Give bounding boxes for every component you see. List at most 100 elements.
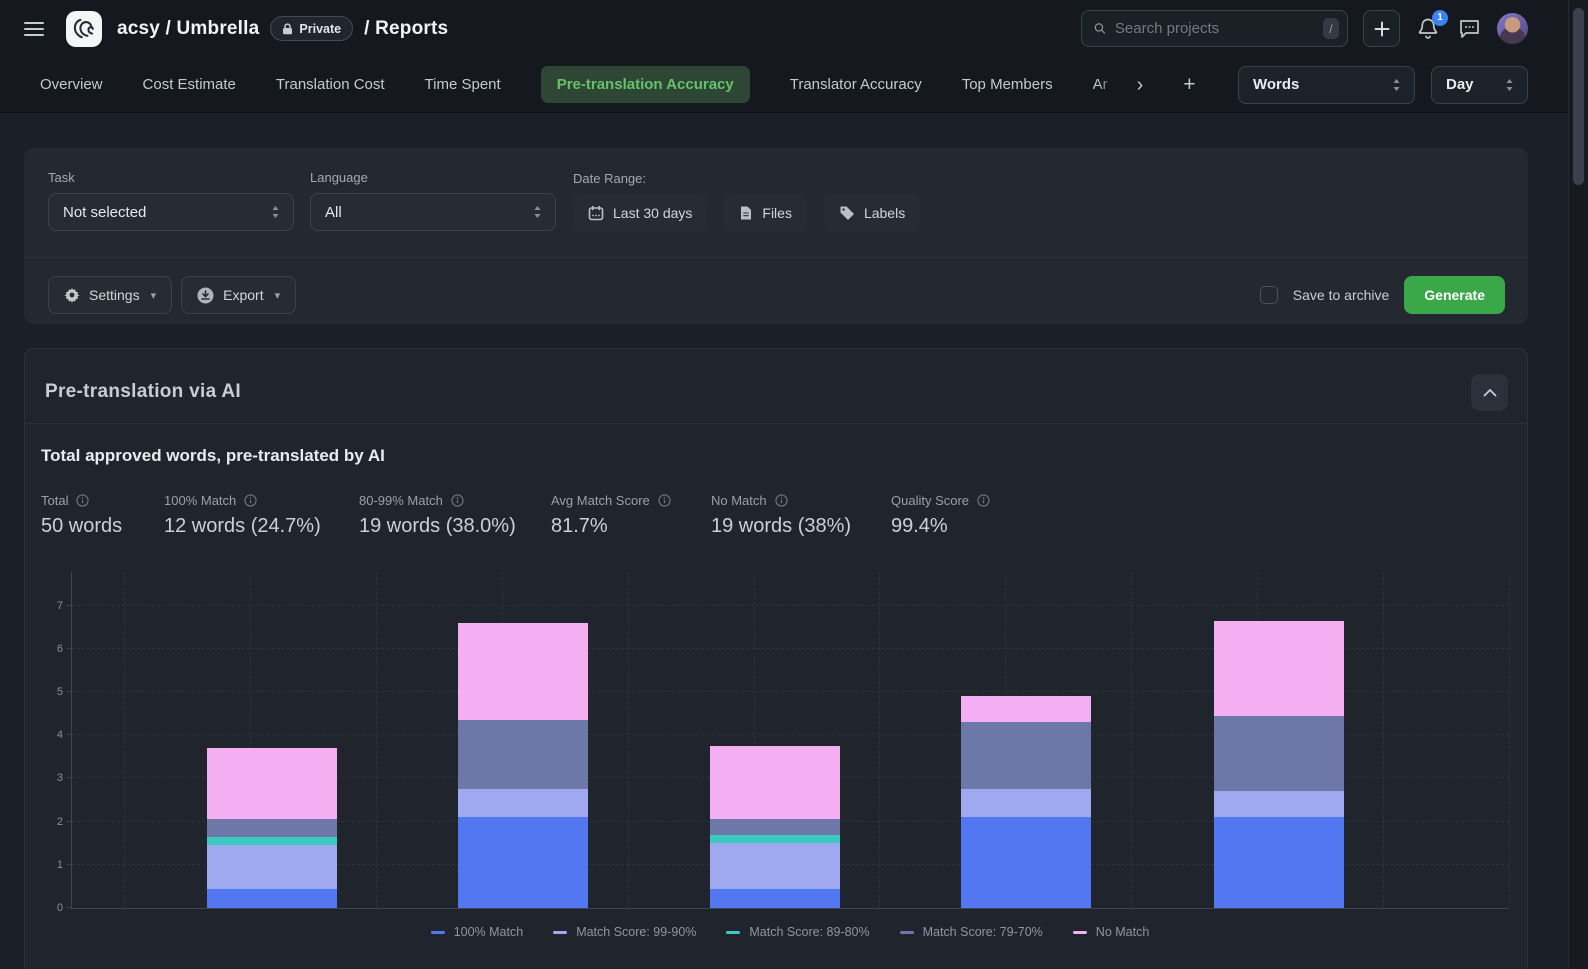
language-filter-select[interactable]: All xyxy=(310,193,556,231)
stat-quality-score: Quality Score 99.4% xyxy=(891,493,990,538)
bar-segment xyxy=(710,835,840,844)
messages-button[interactable] xyxy=(1456,16,1482,42)
tab-truncated[interactable]: Ar xyxy=(1093,76,1117,93)
unit-select[interactable]: Words xyxy=(1238,66,1415,104)
y-axis-tick xyxy=(67,648,72,649)
bar-group xyxy=(458,623,588,908)
task-filter-select[interactable]: Not selected xyxy=(48,193,294,231)
bar-segment xyxy=(1214,621,1344,716)
tab-translator-accuracy[interactable]: Translator Accuracy xyxy=(790,76,922,93)
tab-cost-estimate[interactable]: Cost Estimate xyxy=(143,76,236,93)
tag-icon xyxy=(839,205,855,221)
app-logo[interactable] xyxy=(66,11,102,47)
add-report-tab-button[interactable]: + xyxy=(1183,73,1195,97)
export-dropdown-button[interactable]: Export ▾ xyxy=(181,276,296,314)
breadcrumb-project[interactable]: acsy / Umbrella xyxy=(117,18,259,40)
tab-translation-cost[interactable]: Translation Cost xyxy=(276,76,385,93)
bar-segment xyxy=(961,789,1091,817)
calendar-icon xyxy=(588,205,604,221)
generate-button[interactable]: Generate xyxy=(1404,276,1505,314)
bar-segment xyxy=(207,819,337,836)
search-icon xyxy=(1094,20,1106,37)
y-axis-tick xyxy=(67,864,72,865)
info-icon[interactable] xyxy=(451,494,464,507)
user-avatar[interactable] xyxy=(1497,13,1528,44)
date-range-button[interactable]: Last 30 days xyxy=(573,194,707,232)
unit-select-value: Words xyxy=(1253,76,1299,93)
gridline-vertical xyxy=(879,572,880,908)
stat-label: 80-99% Match xyxy=(359,493,443,508)
y-axis-tick-label: 3 xyxy=(57,772,63,784)
y-axis-tick-label: 7 xyxy=(57,600,63,612)
stat-value: 99.4% xyxy=(891,515,990,538)
legend-item[interactable]: Match Score: 79-70% xyxy=(900,925,1043,939)
bar-segment xyxy=(961,722,1091,789)
chevron-up-icon xyxy=(1483,388,1497,397)
language-filter-label: Language xyxy=(310,170,556,185)
stat-total: Total 50 words xyxy=(41,493,122,538)
y-axis-tick xyxy=(67,777,72,778)
stat-label: Total xyxy=(41,493,68,508)
y-axis-tick-label: 2 xyxy=(57,816,63,828)
task-filter-label: Task xyxy=(48,170,294,185)
bar-segment xyxy=(458,720,588,789)
breadcrumb: acsy / Umbrella Private / Reports xyxy=(117,16,448,41)
file-icon xyxy=(739,205,753,221)
bar-segment xyxy=(710,889,840,908)
info-icon[interactable] xyxy=(76,494,89,507)
tab-time-spent[interactable]: Time Spent xyxy=(425,76,501,93)
bar-segment xyxy=(1214,817,1344,908)
legend-item[interactable]: 100% Match xyxy=(431,925,523,939)
scrollbar-track[interactable] xyxy=(1568,0,1588,969)
scrollbar-thumb[interactable] xyxy=(1573,8,1584,185)
stat-label: No Match xyxy=(711,493,767,508)
legend-item[interactable]: Match Score: 89-80% xyxy=(726,925,869,939)
create-project-button[interactable] xyxy=(1363,10,1400,47)
chat-icon xyxy=(1458,18,1481,40)
gear-icon xyxy=(64,287,80,303)
labels-filter-label: Labels xyxy=(864,205,905,221)
bar-segment xyxy=(710,819,840,834)
sort-arrows-icon xyxy=(1391,77,1402,93)
sort-arrows-icon xyxy=(270,204,281,220)
settings-dropdown-button[interactable]: Settings ▾ xyxy=(48,276,172,314)
legend-item[interactable]: Match Score: 99-90% xyxy=(553,925,696,939)
info-icon[interactable] xyxy=(775,494,788,507)
search-box[interactable]: / xyxy=(1081,10,1348,47)
caret-down-icon: ▾ xyxy=(275,289,281,302)
info-icon[interactable] xyxy=(977,494,990,507)
chart-legend: 100% Match Match Score: 99-90% Match Score… xyxy=(71,925,1509,939)
legend-item[interactable]: No Match xyxy=(1073,925,1150,939)
notifications-button[interactable]: 1 xyxy=(1415,16,1441,42)
plus-icon xyxy=(1374,21,1390,37)
lock-icon xyxy=(282,23,293,35)
date-range-label: Date Range: xyxy=(573,171,920,186)
files-filter-button[interactable]: Files xyxy=(724,194,807,232)
collapse-panel-button[interactable] xyxy=(1471,374,1508,411)
tab-overview[interactable]: Overview xyxy=(40,76,103,93)
tab-pre-translation-accuracy[interactable]: Pre-translation Accuracy xyxy=(541,66,750,103)
search-input[interactable] xyxy=(1115,20,1314,37)
period-select[interactable]: Day xyxy=(1431,66,1528,104)
bar-segment xyxy=(207,837,337,846)
tab-top-members[interactable]: Top Members xyxy=(962,76,1053,93)
task-filter-value: Not selected xyxy=(63,204,146,221)
info-icon[interactable] xyxy=(244,494,257,507)
y-axis-tick xyxy=(67,907,72,908)
privacy-badge: Private xyxy=(270,16,353,41)
gridline-vertical xyxy=(1383,572,1384,908)
hamburger-menu-icon[interactable] xyxy=(24,22,44,36)
date-range-value: Last 30 days xyxy=(613,205,692,221)
info-icon[interactable] xyxy=(658,494,671,507)
bar-segment xyxy=(1214,716,1344,792)
tabs-scroll-right-icon[interactable]: › xyxy=(1137,75,1144,95)
logo-icon xyxy=(71,16,97,42)
labels-filter-button[interactable]: Labels xyxy=(824,194,920,232)
chart-title: Total approved words, pre-translated by … xyxy=(41,446,385,466)
stat-80-99-match: 80-99% Match 19 words (38.0%) xyxy=(359,493,516,538)
chart-plot: 01234567 xyxy=(71,572,1509,909)
top-header: acsy / Umbrella Private / Reports / xyxy=(0,0,1588,57)
legend-color-dash xyxy=(726,931,740,934)
breadcrumb-page: / Reports xyxy=(364,18,448,40)
save-to-archive-checkbox[interactable] xyxy=(1260,286,1278,304)
